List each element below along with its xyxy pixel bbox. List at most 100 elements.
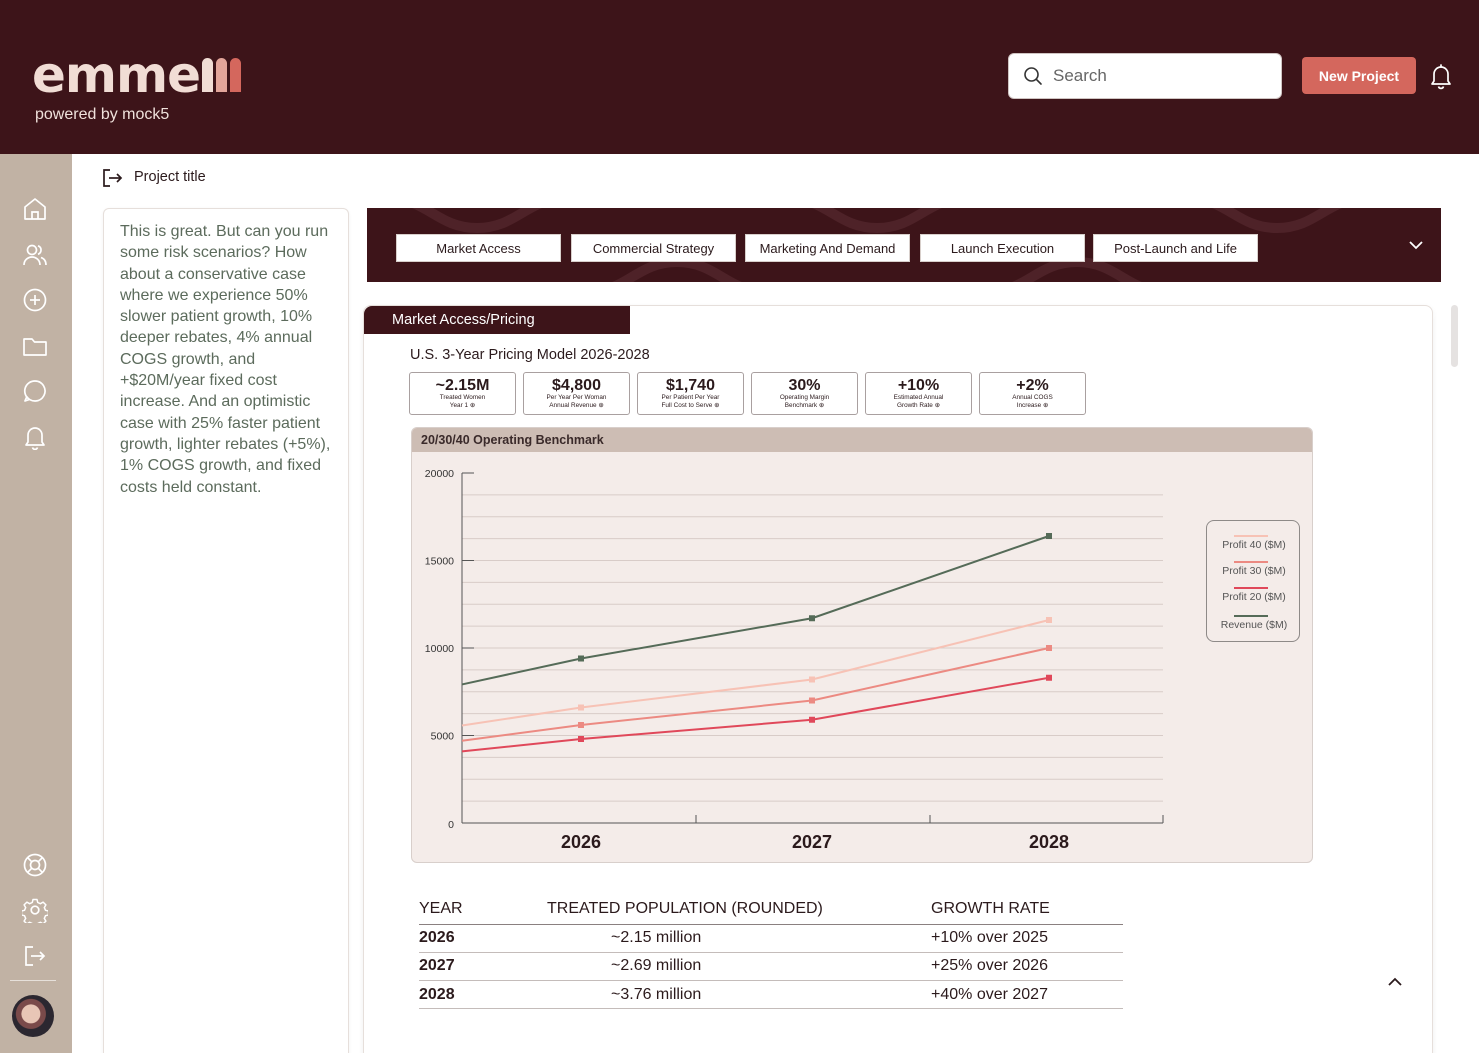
kpi-label: Estimated Annual — [893, 394, 944, 401]
table-row: 2027 ~2.69 million +25% over 2026 — [419, 952, 1123, 982]
info-icon[interactable]: ⊕ — [469, 402, 476, 409]
table-cell: 2026 — [419, 924, 547, 953]
new-project-button[interactable]: New Project — [1302, 57, 1416, 94]
search-input[interactable] — [1053, 66, 1253, 86]
chevron-down-icon[interactable] — [1407, 238, 1425, 252]
kpi-card: +10% Estimated Annual Growth Rate ⊕ — [865, 372, 972, 415]
y-tick-label: 5000 — [431, 731, 455, 743]
table-cell: +10% over 2025 — [931, 924, 1123, 953]
sidebar-divider — [10, 980, 56, 981]
legend-item[interactable]: Revenue ($M) — [1220, 619, 1288, 631]
bell-icon[interactable] — [22, 424, 48, 450]
brand-tagline: powered by mock5 — [35, 106, 170, 123]
add-circle-icon[interactable] — [22, 287, 48, 313]
table-cell: ~3.76 million — [547, 980, 931, 1010]
kpi-label: Full Cost to Serve — [661, 402, 713, 409]
info-icon[interactable]: ⊕ — [818, 402, 825, 409]
x-tick-label: 2028 — [1029, 832, 1069, 852]
table-row: 2026 ~2.15 million +10% over 2025 — [419, 924, 1123, 953]
legend-swatch — [1234, 615, 1268, 617]
x-tick-label: 2027 — [792, 832, 832, 852]
table-cell: 2028 — [419, 980, 547, 1010]
data-point — [1046, 617, 1052, 623]
table-header-row: YEAR TREATED POPULATION (ROUNDED) GROWTH… — [419, 894, 1123, 925]
column-header: TREATED POPULATION (ROUNDED) — [547, 894, 931, 925]
exit-project-icon[interactable] — [101, 167, 123, 189]
kpi-label: Operating Margin — [779, 394, 830, 401]
data-point — [578, 655, 584, 662]
legend-item[interactable]: Profit 20 ($M) — [1222, 591, 1286, 603]
brand-logo[interactable]: emme — [32, 46, 242, 104]
tab-marketing-and-demand[interactable]: Marketing And Demand — [745, 234, 910, 262]
data-point — [809, 615, 815, 622]
info-icon[interactable]: ⊕ — [934, 402, 940, 409]
kpi-label: Annual COGS — [1012, 394, 1053, 401]
kpi-label: Increase — [1016, 402, 1042, 409]
users-icon[interactable] — [22, 242, 48, 268]
notification-bell-icon[interactable] — [1428, 62, 1454, 90]
home-icon[interactable] — [22, 196, 48, 222]
folder-icon[interactable] — [22, 333, 48, 359]
kpi-label: Annual Revenue — [549, 402, 597, 409]
chart-legend: Profit 40 ($M) Profit 30 ($M) Profit 20 ($… — [1206, 520, 1300, 642]
y-tick-label: 20000 — [425, 468, 454, 480]
kpi-card: $1,740 Per Patient Per Year Full Cost to… — [637, 372, 744, 415]
scrollbar-thumb[interactable] — [1451, 305, 1458, 367]
line-chart: 0 5000 10000 15000 20000 2026 2027 2028 — [425, 468, 1164, 852]
kpi-label: Per Year Per Woman — [546, 394, 607, 401]
kpi-label: Treated Women — [439, 394, 486, 401]
kpi-value: 30% — [788, 377, 821, 394]
table-row: 2028 ~3.76 million +40% over 2027 — [419, 980, 1123, 1010]
data-point — [578, 704, 584, 711]
chevron-up-icon[interactable] — [1386, 975, 1404, 989]
y-tick-label: 15000 — [425, 556, 454, 568]
tab-launch-execution[interactable]: Launch Execution — [920, 234, 1085, 262]
column-header: GROWTH RATE — [931, 894, 1123, 925]
kpi-card: ~2.15M Treated Women Year 1 ⊕ — [409, 372, 516, 415]
search-icon — [1024, 67, 1042, 85]
kpi-card: +2% Annual COGS Increase ⊕ — [979, 372, 1086, 415]
section-label: Market Access/Pricing — [364, 306, 630, 334]
legend-swatch — [1234, 561, 1268, 563]
data-point — [809, 716, 815, 723]
tab-commercial-strategy[interactable]: Commercial Strategy — [571, 234, 736, 262]
series-line — [461, 619, 1050, 727]
tab-market-access[interactable]: Market Access — [396, 234, 561, 262]
tab-post-launch[interactable]: Post-Launch and Life — [1093, 234, 1258, 262]
chat-icon[interactable] — [22, 378, 48, 404]
kpi-label: Year 1 — [449, 402, 469, 409]
x-tick-label: 2026 — [561, 832, 601, 852]
kpi-label: Per Patient Per Year — [661, 394, 720, 401]
info-icon[interactable]: ⊕ — [1042, 402, 1049, 409]
search-box[interactable] — [1008, 53, 1282, 99]
legend-swatch — [1234, 535, 1268, 537]
population-table: YEAR TREATED POPULATION (ROUNDED) GROWTH… — [419, 894, 1123, 1010]
support-icon[interactable] — [22, 852, 48, 878]
user-avatar[interactable] — [12, 995, 54, 1037]
top-header: emme powered by mock5 New Project — [0, 0, 1479, 154]
sidebar — [0, 154, 72, 1053]
kpi-value: $1,740 — [666, 377, 715, 394]
kpi-label: Growth Rate — [896, 402, 933, 409]
kpi-value: +2% — [1016, 377, 1049, 394]
y-tick-label: 0 — [448, 819, 454, 831]
logout-icon[interactable] — [22, 943, 48, 969]
info-icon[interactable]: ⊕ — [714, 402, 720, 409]
info-icon[interactable]: ⊕ — [598, 402, 604, 409]
model-title: U.S. 3-Year Pricing Model 2026-2028 — [410, 347, 650, 363]
data-point — [578, 736, 584, 742]
table-cell: +40% over 2027 — [931, 980, 1123, 1010]
logo-text: emme — [32, 46, 201, 104]
legend-item[interactable]: Profit 30 ($M) — [1222, 565, 1286, 577]
legend-item[interactable]: Profit 40 ($M) — [1222, 539, 1286, 551]
chat-message: This is great. But can you run some risk… — [120, 223, 331, 496]
gear-icon[interactable] — [22, 897, 48, 923]
tab-banner: Market Access Commercial Strategy Market… — [367, 208, 1441, 282]
table-cell: +25% over 2026 — [931, 952, 1123, 982]
banner-pattern — [412, 208, 1342, 282]
chat-panel: This is great. But can you run some risk… — [103, 208, 349, 1053]
data-point — [1046, 674, 1052, 681]
series-line — [461, 647, 1050, 742]
series-line — [461, 676, 1050, 753]
table-cell: 2027 — [419, 952, 547, 982]
